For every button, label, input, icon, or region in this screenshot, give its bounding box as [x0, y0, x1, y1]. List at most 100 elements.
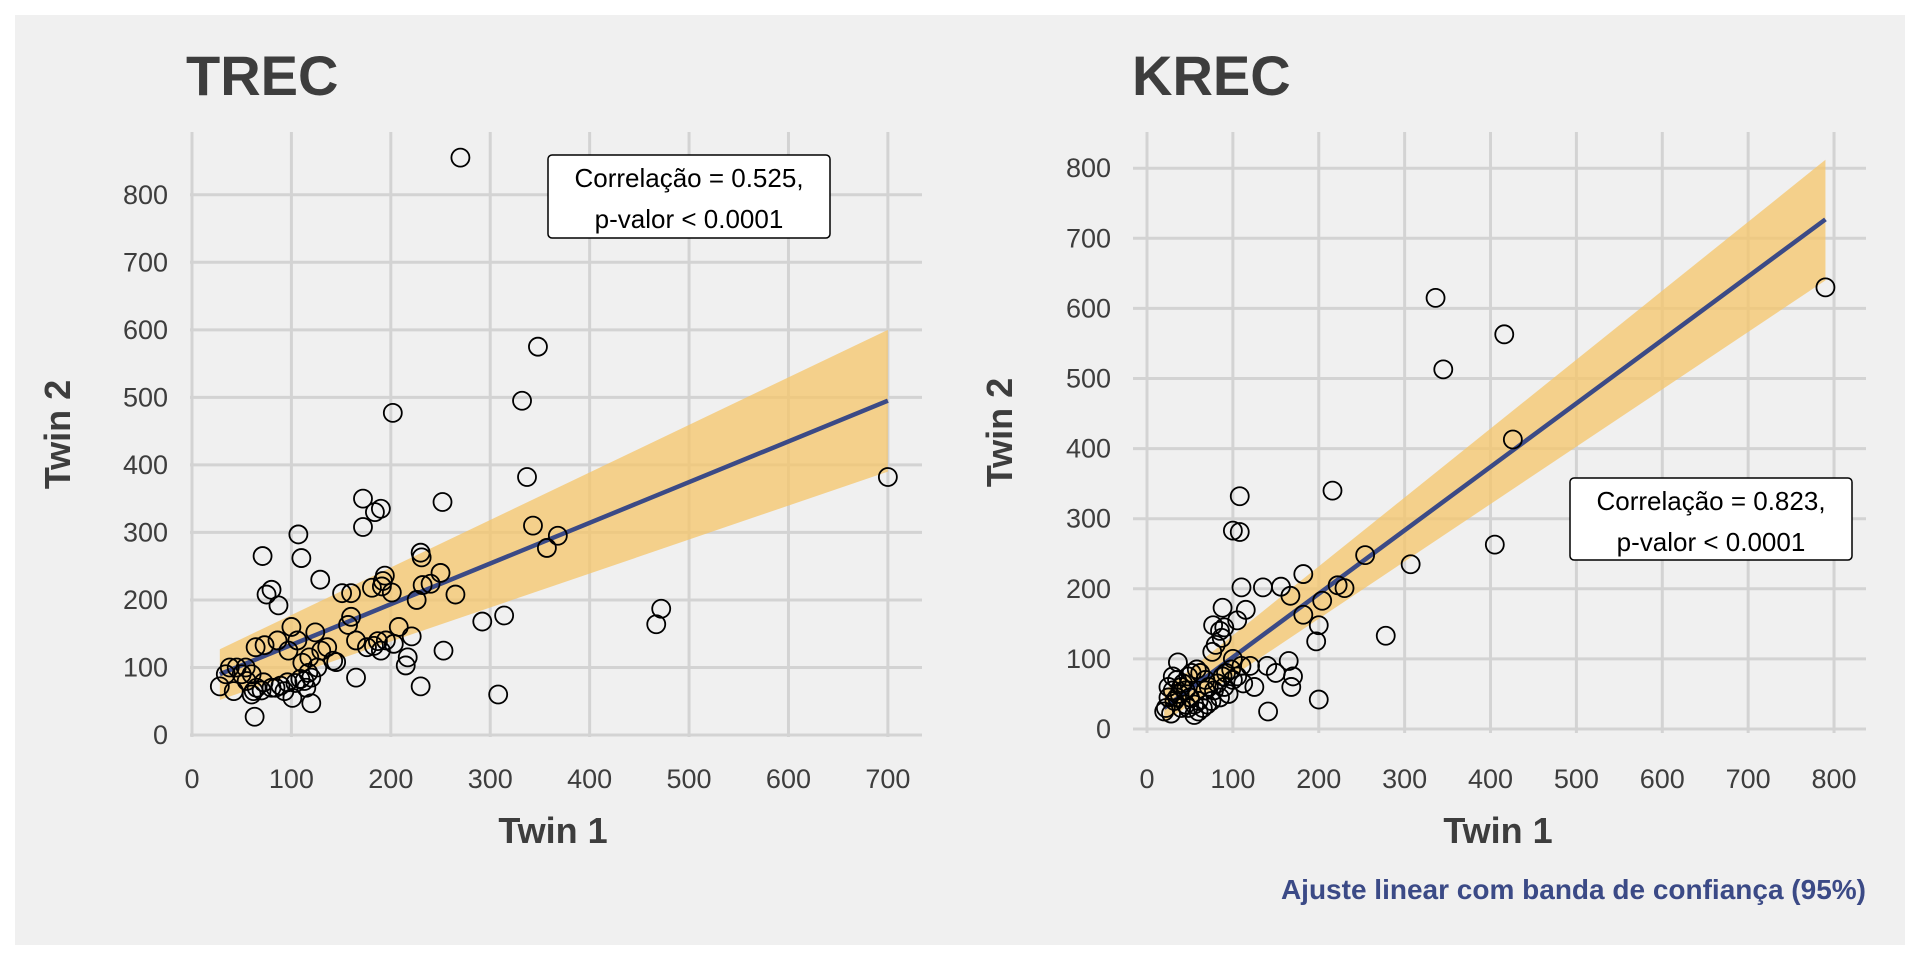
- data-point: [1229, 522, 1250, 542]
- data-point: [1222, 520, 1243, 541]
- data-point: [1293, 604, 1314, 625]
- data-point: [1162, 680, 1183, 701]
- data-point: [367, 631, 388, 652]
- data-point: [357, 637, 377, 658]
- data-point: [1244, 677, 1265, 697]
- data-point: [226, 657, 247, 678]
- data-point: [1188, 691, 1209, 711]
- data-point: [1433, 359, 1454, 380]
- data-point: [1502, 429, 1523, 450]
- data-point: [382, 402, 403, 423]
- data-point: [494, 605, 515, 626]
- data-point: [406, 590, 427, 610]
- x-tick-label: 700: [1726, 764, 1771, 794]
- data-point: [410, 676, 431, 697]
- x-tick-label: 500: [667, 764, 712, 794]
- data-point: [488, 684, 509, 705]
- data-point: [1308, 615, 1329, 636]
- x-tick-label: 600: [766, 764, 811, 794]
- correlation-text: Correlação = 0.823,: [1596, 486, 1825, 516]
- y-axis-label: Twin 2: [37, 380, 78, 489]
- data-point: [1212, 597, 1233, 618]
- data-point: [411, 547, 432, 568]
- data-point: [299, 647, 320, 668]
- data-point: [1484, 534, 1505, 555]
- y-tick-label: 0: [153, 720, 168, 750]
- data-point: [244, 706, 265, 727]
- correlation-text: Correlação = 0.525,: [574, 163, 803, 193]
- data-point: [310, 569, 331, 590]
- data-point: [1168, 652, 1188, 673]
- y-tick-label: 500: [1066, 364, 1111, 394]
- data-point: [254, 635, 275, 656]
- x-axis-label: Twin 1: [498, 810, 607, 851]
- data-point: [353, 488, 373, 509]
- data-point: [252, 546, 273, 566]
- data-point: [1202, 641, 1223, 662]
- data-point: [301, 693, 322, 714]
- data-point: [1312, 590, 1333, 611]
- data-point: [1281, 677, 1302, 697]
- data-point: [1278, 651, 1299, 671]
- data-point: [1221, 659, 1242, 680]
- data-point: [365, 502, 385, 523]
- data-point: [1308, 689, 1329, 710]
- data-point: [362, 577, 382, 598]
- data-point: [290, 669, 311, 689]
- correlation-box: [547, 154, 831, 239]
- data-point: [1322, 480, 1343, 501]
- data-point: [1229, 486, 1250, 507]
- data-point: [278, 640, 299, 661]
- data-point: [646, 614, 667, 635]
- data-point: [430, 563, 451, 583]
- y-tick-label: 600: [1066, 293, 1111, 323]
- data-point: [245, 637, 266, 658]
- correlation-text: p-valor < 0.0001: [595, 204, 784, 234]
- data-point: [1355, 545, 1376, 566]
- data-point: [1258, 701, 1278, 722]
- y-tick-label: 800: [123, 180, 168, 210]
- x-tick-label: 100: [269, 764, 314, 794]
- data-point: [231, 664, 252, 685]
- data-point: [209, 676, 230, 697]
- data-point: [547, 525, 568, 546]
- data-point: [381, 582, 402, 603]
- data-point: [1162, 666, 1183, 687]
- correlation-text: p-valor < 0.0001: [1617, 527, 1806, 557]
- data-point: [341, 583, 361, 604]
- data-point: [1253, 577, 1273, 598]
- data-point: [251, 680, 272, 701]
- y-tick-label: 700: [1066, 223, 1111, 253]
- x-tick-label: 200: [368, 764, 413, 794]
- y-tick-label: 300: [123, 517, 168, 547]
- data-point: [236, 671, 257, 691]
- data-point: [256, 584, 277, 605]
- chart-panel-trec: 0 100 200 300 400 500 600 700 0 100 200 300 400 500 60…: [37, 44, 922, 851]
- data-point: [877, 467, 898, 487]
- data-point: [1216, 663, 1236, 683]
- data-point: [1375, 625, 1396, 646]
- data-point: [288, 524, 309, 545]
- regression-line: [218, 398, 889, 677]
- x-tick-label: 700: [865, 764, 910, 794]
- y-axis-label: Twin 2: [979, 378, 1020, 487]
- data-point: [1425, 287, 1446, 308]
- data-point: [326, 652, 347, 672]
- data-point: [517, 467, 537, 487]
- data-point: [291, 548, 312, 568]
- data-point: [274, 681, 295, 702]
- x-tick-label: 0: [184, 764, 199, 794]
- data-point: [395, 655, 416, 676]
- y-tick-label: 200: [123, 585, 168, 615]
- data-point: [346, 630, 366, 651]
- data-point: [432, 492, 453, 512]
- data-point: [450, 147, 471, 168]
- y-tick-label: 200: [1066, 574, 1111, 604]
- x-tick-label: 400: [567, 764, 612, 794]
- data-point: [1171, 698, 1192, 718]
- data-point: [1283, 666, 1303, 687]
- data-point: [1227, 610, 1248, 631]
- y-tick-label: 100: [1066, 644, 1111, 674]
